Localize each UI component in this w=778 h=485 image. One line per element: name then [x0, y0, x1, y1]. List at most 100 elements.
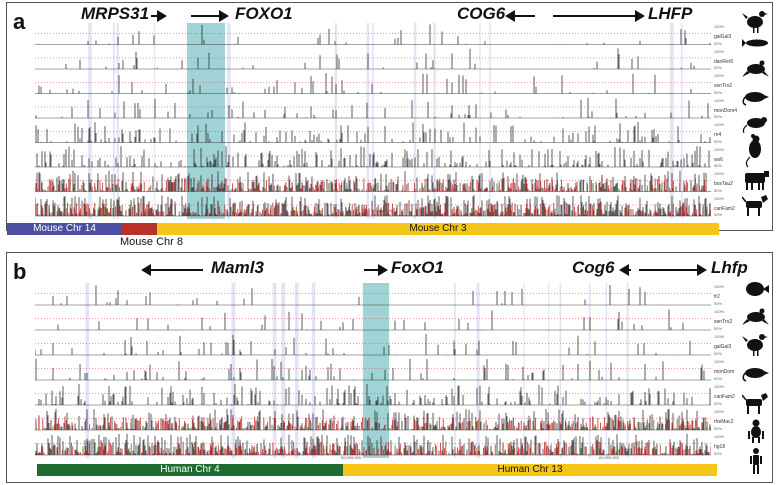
species-track — [35, 333, 711, 356]
species-label: bosTau2 — [714, 181, 733, 188]
species-silhouettes — [742, 282, 769, 474]
percent-label: 50% — [714, 138, 723, 144]
species-track — [35, 433, 711, 456]
species-label: rheMac2 — [714, 419, 734, 426]
gene-direction-arrow — [364, 264, 388, 276]
dog-icon — [742, 195, 768, 216]
gene-label-maml3: Maml3 — [211, 258, 264, 277]
percent-label: 100% — [714, 434, 725, 439]
percent-label: 50% — [714, 187, 723, 193]
percent-label: 100% — [714, 309, 725, 314]
species-track — [35, 195, 711, 217]
percent-label: 50% — [714, 114, 723, 120]
species-label: danRer5 — [714, 58, 734, 65]
percent-label: 50% — [714, 351, 723, 356]
species-track — [35, 73, 711, 94]
gene-direction-arrow — [619, 264, 631, 276]
gene-direction-arrow — [151, 10, 167, 22]
cow-icon — [745, 171, 769, 190]
species-label: xenTro2 — [714, 83, 733, 90]
species-label: rn4 — [714, 132, 722, 139]
dog-icon — [742, 393, 768, 414]
percent-label: 100% — [714, 97, 725, 103]
percent-label: 50% — [714, 376, 723, 381]
species-track — [35, 146, 711, 168]
percent-label: 100% — [714, 171, 725, 176]
chromosome-bar-human-chr13: Human Chr 13 — [343, 464, 717, 476]
percent-label: 100% — [714, 24, 725, 29]
fish-icon — [742, 39, 768, 47]
species-track — [35, 24, 711, 45]
frog-icon — [742, 308, 769, 325]
percent-label: 50% — [714, 65, 723, 71]
species-label: xenTro2 — [714, 319, 733, 326]
gene-label-foxo1: FOXO1 — [235, 4, 293, 23]
species-track — [35, 97, 711, 119]
species-track — [35, 170, 711, 192]
species-label: canFam2 — [714, 394, 735, 401]
panel-label: a — [13, 9, 26, 34]
species-silhouettes — [742, 11, 769, 216]
percent-label: 50% — [714, 40, 723, 46]
percent-label: 100% — [714, 73, 725, 78]
panel-b: b Maml3 FoxO1 Cog6 Lhfp fr2 100% 50% xenTro… — [6, 252, 773, 483]
species-track — [35, 48, 711, 70]
gene-direction-arrow — [639, 264, 707, 276]
gene-label-foxo1: FoxO1 — [391, 258, 444, 277]
coordinate-label: 51,000,000 — [372, 208, 393, 213]
chicken-icon — [742, 11, 768, 33]
species-label: fr2 — [714, 294, 720, 301]
species-track — [35, 309, 711, 331]
percent-label: 100% — [714, 284, 725, 289]
percent-label: 100% — [714, 384, 725, 389]
opossum-icon — [742, 92, 769, 106]
species-track — [35, 285, 711, 306]
chicken-icon — [742, 334, 768, 356]
conservation-tracks — [35, 23, 711, 219]
mouse-icon — [745, 134, 761, 168]
gene-direction-arrow — [191, 10, 229, 22]
coordinate-label: 50,000,000 — [341, 455, 362, 460]
species-label: galGal3 — [714, 344, 732, 351]
panel-a: a MRPS31 FOXO1 COG6 LHFP galGal3 100% 50% d… — [6, 2, 773, 248]
percent-label: 50% — [714, 426, 723, 431]
coordinate-label: 60,000,000 — [599, 455, 620, 460]
percent-label: 50% — [714, 301, 723, 306]
percent-label: 50% — [714, 89, 723, 95]
species-track — [35, 358, 711, 381]
species-track — [35, 384, 711, 406]
percent-label: 100% — [714, 359, 725, 364]
species-label: monDom — [714, 369, 735, 376]
species-track — [35, 408, 711, 431]
species-label: monDom4 — [714, 107, 738, 114]
gene-label-lhfp: LHFP — [648, 4, 693, 23]
gene-label-cog6: Cog6 — [572, 258, 615, 277]
percent-label: 100% — [714, 409, 725, 414]
chromosome-bar-mouse-chr3: Mouse Chr 3 — [157, 223, 719, 235]
gene-label-lhfp: Lhfp — [711, 258, 748, 277]
pufferfish-icon — [746, 282, 769, 296]
rat-icon — [742, 117, 767, 134]
opossum-icon — [742, 368, 769, 382]
species-label: hg18 — [714, 444, 726, 451]
percent-label: 100% — [714, 334, 725, 339]
species-label: galGal3 — [714, 34, 732, 41]
gene-direction-arrow — [505, 10, 535, 22]
panel-label: b — [13, 259, 27, 284]
gene-label-cog6: COG6 — [457, 4, 506, 23]
conservation-tracks — [35, 283, 711, 458]
percent-label: 100% — [714, 122, 725, 127]
species-label: canFam2 — [714, 205, 735, 212]
percent-label: 100% — [714, 195, 725, 201]
percent-label: 50% — [714, 212, 723, 218]
percent-label: 50% — [714, 401, 723, 406]
percent-label: 50% — [714, 326, 723, 331]
percent-label: 50% — [714, 163, 723, 169]
chromosome-bar-mouse-chr14: Mouse Chr 14 — [7, 223, 122, 235]
gene-label-mrps31: MRPS31 — [81, 4, 150, 23]
human-icon — [750, 448, 762, 474]
species-label: ws6 — [714, 156, 723, 163]
percent-label: 100% — [714, 146, 725, 152]
species-track — [35, 121, 711, 143]
percent-label: 100% — [714, 48, 725, 54]
